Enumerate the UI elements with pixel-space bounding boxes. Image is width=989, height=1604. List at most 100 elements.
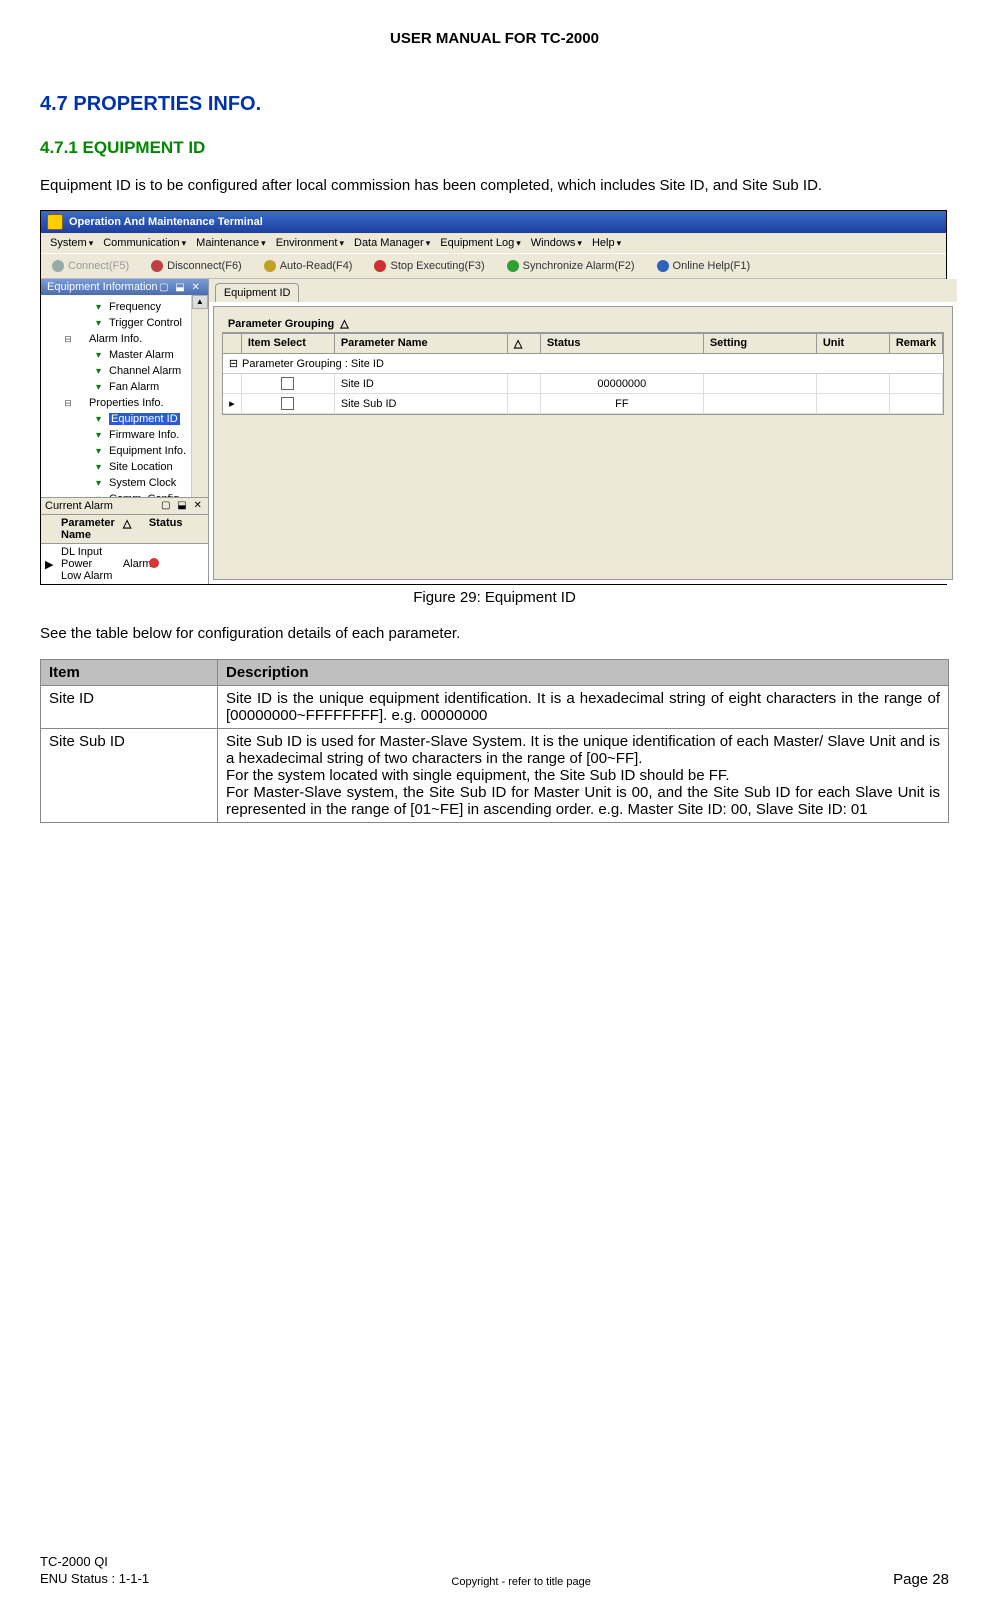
tree-leaf-icon: ▾ (96, 302, 106, 313)
sync-icon (507, 260, 519, 272)
grid-group-row[interactable]: ⊟ Parameter Grouping : Site ID (223, 354, 943, 374)
tree-item-label: System Clock (109, 477, 176, 489)
grid-body: ⊟ Parameter Grouping : Site ID Site ID 0… (222, 354, 944, 415)
auto-read-icon (264, 260, 276, 272)
tree-scrollbar[interactable] (191, 295, 208, 497)
figure-caption: Figure 29: Equipment ID (40, 589, 949, 606)
menu-windows[interactable]: Windows▾ (528, 236, 585, 250)
grid-header-sort: △ (508, 334, 541, 353)
tree-item-label: Alarm Info. (89, 333, 142, 345)
stop-executing-button[interactable]: Stop Executing(F3) (369, 258, 489, 274)
tree-leaf-icon: ▾ (96, 446, 106, 457)
menu-help[interactable]: Help▾ (589, 236, 624, 250)
page-footer: TC-2000 QI ENU Status : 1-1-1 Copyright … (40, 1553, 949, 1588)
footer-doc-id: TC-2000 QI (40, 1553, 149, 1571)
grid-header-parameter-name: Parameter Name (335, 334, 508, 353)
content-panel: Parameter Grouping△ Item Select Paramete… (213, 306, 953, 580)
tree-item[interactable]: ▾Trigger Control (43, 315, 206, 331)
tree-item[interactable]: ▾Channel Alarm (43, 363, 206, 379)
row-name: Site ID (335, 374, 508, 393)
tree-leaf-icon: ▾ (96, 414, 106, 425)
menu-data-manager[interactable]: Data Manager▾ (351, 236, 433, 250)
tree-item-label: Master Alarm (109, 349, 174, 361)
parameter-description-table: Item Description Site IDSite ID is the u… (40, 659, 949, 823)
row-status: FF (541, 394, 704, 413)
table-header-item: Item (41, 659, 218, 685)
tree-item-label: Properties Info. (89, 397, 164, 409)
tree-leaf-icon: ▾ (96, 318, 106, 329)
tree-item-label: Comm. Config (109, 493, 179, 497)
menubar: System▾ Communication▾ Maintenance▾ Envi… (41, 233, 946, 253)
table-row: Site IDSite ID is the unique equipment i… (41, 685, 949, 728)
app-icon (47, 214, 63, 230)
tree-item-label: Site Location (109, 461, 173, 473)
online-help-button[interactable]: Online Help(F1) (652, 258, 756, 274)
tree-item[interactable]: ▾Comm. Config (43, 491, 206, 497)
alarm-row-status-icon (145, 556, 208, 573)
row-status: 00000000 (541, 374, 704, 393)
grid-header-remark: Remark (890, 334, 943, 353)
tree-view[interactable]: ▾Frequency▾Trigger Control⊟Alarm Info.▾M… (41, 295, 208, 497)
row-checkbox[interactable] (281, 377, 294, 390)
alarm-header-status: Status (145, 515, 208, 543)
alarm-dot-icon (149, 558, 159, 568)
footer-copyright: Copyright - refer to title page (451, 1576, 590, 1588)
tree-leaf-icon: ▾ (96, 430, 106, 441)
tree-item[interactable]: ▾System Clock (43, 475, 206, 491)
help-icon (657, 260, 669, 272)
menu-equipment-log[interactable]: Equipment Log▾ (437, 236, 524, 250)
synchronize-alarm-button[interactable]: Synchronize Alarm(F2) (502, 258, 640, 274)
alarm-row-status-cell: Alarm (119, 556, 145, 572)
grid-header: Item Select Parameter Name △ Status Sett… (222, 333, 944, 354)
disconnect-icon (151, 260, 163, 272)
tree-item-label: Equipment ID (109, 413, 180, 425)
tree-item[interactable]: ▾Equipment Info. (43, 443, 206, 459)
content-tab[interactable]: Equipment ID (215, 283, 300, 302)
alarm-row[interactable]: ▶ DL Input Power Low Alarm Alarm (41, 544, 208, 584)
tree-leaf-icon: ▾ (96, 494, 106, 498)
grid-header-item-select: Item Select (242, 334, 335, 353)
tree-item[interactable]: ▾Fan Alarm (43, 379, 206, 395)
grid-header-status: Status (541, 334, 704, 353)
table-cell-item: Site Sub ID (41, 728, 218, 822)
panel-buttons[interactable]: ▢ ⬓ ✕ (159, 282, 202, 293)
sidebar-panel-title: Equipment Information ▢ ⬓ ✕ (41, 279, 208, 295)
footer-status: ENU Status : 1-1-1 (40, 1570, 149, 1588)
titlebar: Operation And Maintenance Terminal (41, 211, 946, 233)
menu-environment[interactable]: Environment▾ (273, 236, 347, 250)
connect-button[interactable]: Connect(F5) (47, 258, 134, 274)
table-cell-item: Site ID (41, 685, 218, 728)
tree-item[interactable]: ▾Site Location (43, 459, 206, 475)
tree-leaf-icon: ▾ (96, 366, 106, 377)
parameter-grouping-header[interactable]: Parameter Grouping△ (222, 315, 944, 333)
menu-maintenance[interactable]: Maintenance▾ (193, 236, 269, 250)
tree-item[interactable]: ⊟Properties Info. (43, 395, 206, 411)
tree-item[interactable]: ▾Equipment ID (43, 411, 206, 427)
app-window: Operation And Maintenance Terminal Syste… (40, 210, 947, 585)
tree-item[interactable]: ▾Frequency (43, 299, 206, 315)
current-alarm-title: Current Alarm ▢ ⬓ ✕ (41, 497, 208, 515)
menu-communication[interactable]: Communication▾ (100, 236, 189, 250)
tree-item[interactable]: ⊟Alarm Info. (43, 331, 206, 347)
disconnect-button[interactable]: Disconnect(F6) (146, 258, 247, 274)
tree-leaf-icon: ▾ (96, 382, 106, 393)
tree-item-label: Trigger Control (109, 317, 182, 329)
toolbar: Connect(F5) Disconnect(F6) Auto-Read(F4)… (41, 253, 946, 279)
alarm-header-param: Parameter Name (57, 515, 119, 543)
connect-icon (52, 260, 64, 272)
alarm-panel-buttons[interactable]: ▢ ⬓ ✕ (161, 500, 204, 512)
row-checkbox[interactable] (281, 397, 294, 410)
see-table-text: See the table below for configuration de… (40, 624, 949, 644)
alarm-row-param: DL Input Power Low Alarm (57, 544, 119, 584)
grid-row-site-sub-id[interactable]: ▸ Site Sub ID FF (223, 394, 943, 414)
tree-leaf-icon: ▾ (96, 462, 106, 473)
row-marker (223, 374, 242, 393)
menu-system[interactable]: System▾ (47, 236, 96, 250)
auto-read-button[interactable]: Auto-Read(F4) (259, 258, 358, 274)
alarm-header-sort: △ (119, 515, 145, 543)
subsection-heading: 4.7.1 EQUIPMENT ID (40, 138, 949, 158)
tree-item[interactable]: ▾Master Alarm (43, 347, 206, 363)
grid-row-site-id[interactable]: Site ID 00000000 (223, 374, 943, 394)
table-cell-description: Site Sub ID is used for Master-Slave Sys… (218, 728, 949, 822)
tree-item[interactable]: ▾Firmware Info. (43, 427, 206, 443)
